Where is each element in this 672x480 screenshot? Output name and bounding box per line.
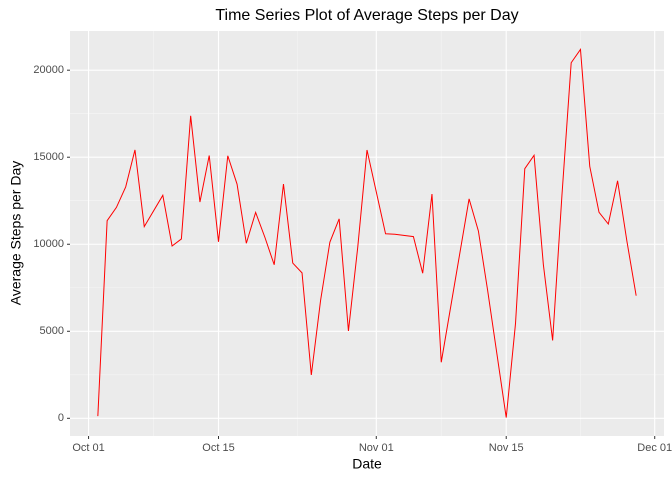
panel [70,31,664,436]
data-line [97,47,637,418]
chart-title: Time Series Plot of Average Steps per Da… [215,7,518,24]
x-tick-label: Dec 01 [637,442,672,454]
x-axis-label: Date [352,456,382,472]
x-tick-label: Nov 01 [359,442,394,454]
x-tick-label: Nov 15 [489,442,524,454]
x-tick-label: Oct 15 [202,442,234,454]
y-tick-label: 5000 [40,325,64,337]
y-axis-label: Average Steps per Day [8,161,24,306]
y-tick-label: 15000 [33,151,64,163]
y-tick-label: 10000 [33,238,64,250]
y-tick-label: 20000 [33,64,64,76]
y-tick-label: 0 [58,412,64,424]
x-tick-label: Oct 01 [72,442,104,454]
